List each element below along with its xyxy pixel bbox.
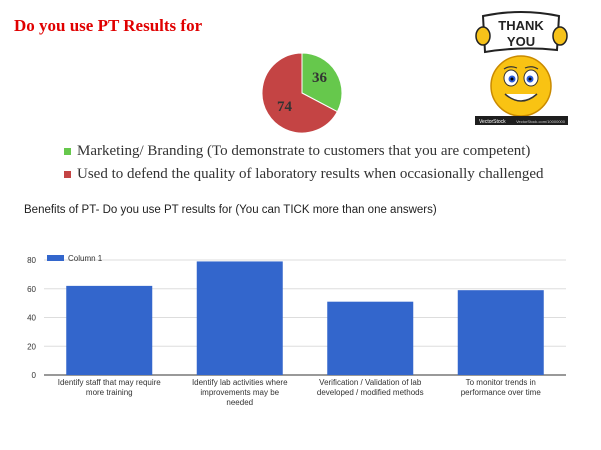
page-title: Do you use PT Results for (14, 16, 203, 35)
x-tick-label: Verification / Validation of lab (319, 378, 422, 387)
bar (196, 261, 283, 375)
x-tick-label: Identify staff that may require (58, 378, 162, 387)
smiley-face-icon (490, 55, 552, 117)
legend-swatch (47, 255, 64, 261)
pie-label-defend: 74 (277, 99, 292, 115)
legend-label: Used to defend the quality of laboratory… (77, 166, 544, 182)
x-tick-label: improvements may be (200, 388, 279, 397)
x-tick-label: To monitor trends in (466, 378, 536, 387)
pie-slice-1 (261, 52, 339, 134)
pie-slice-0 (301, 52, 343, 113)
sign-top-text: THANK (498, 18, 544, 33)
bar-chart-title: Benefits of PT- Do you use PT results fo… (24, 204, 437, 216)
x-tick-label: more training (86, 388, 133, 397)
y-tick-label: 20 (27, 342, 36, 351)
legend-swatch (64, 171, 71, 178)
x-tick-label: Identify lab activities where (192, 378, 288, 387)
watermark-brand: VectorStock (479, 119, 506, 125)
pie-legend: Marketing/ Branding (To demonstrate to c… (64, 140, 544, 186)
y-tick-label: 80 (27, 256, 36, 265)
y-tick-label: 0 (32, 371, 37, 380)
watermark-url: VectorStock.com/10000000 (516, 119, 566, 124)
pie-label-marketing: 36 (312, 70, 327, 86)
legend-swatch (64, 148, 71, 155)
legend-item-marketing: Marketing/ Branding (To demonstrate to c… (64, 140, 544, 163)
pie-chart: 36 74 (261, 52, 343, 134)
bar (66, 285, 153, 375)
x-tick-label: performance over time (461, 388, 542, 397)
thank-you-sticker: THANK YOU VectorStock VectorStock.com/10… (473, 6, 570, 126)
sign-bottom-text: YOU (507, 34, 535, 49)
bar (457, 290, 544, 375)
y-tick-label: 40 (27, 314, 36, 323)
watermark-strip (475, 116, 568, 125)
legend-label: Column 1 (68, 254, 103, 263)
x-tick-label: developed / modified methods (317, 388, 424, 397)
bar (327, 301, 414, 375)
y-tick-label: 60 (27, 285, 36, 294)
legend-label: Marketing/ Branding (To demonstrate to c… (77, 143, 531, 159)
pie-svg (261, 52, 343, 134)
bar-chart: 0 20 40 60 80 Column 1 Identify staff that may… (27, 254, 566, 407)
thank-you-sign: THANK YOU (475, 11, 568, 54)
x-tick-label: needed (226, 398, 253, 407)
legend-item-defend: Used to defend the quality of laboratory… (64, 163, 544, 186)
